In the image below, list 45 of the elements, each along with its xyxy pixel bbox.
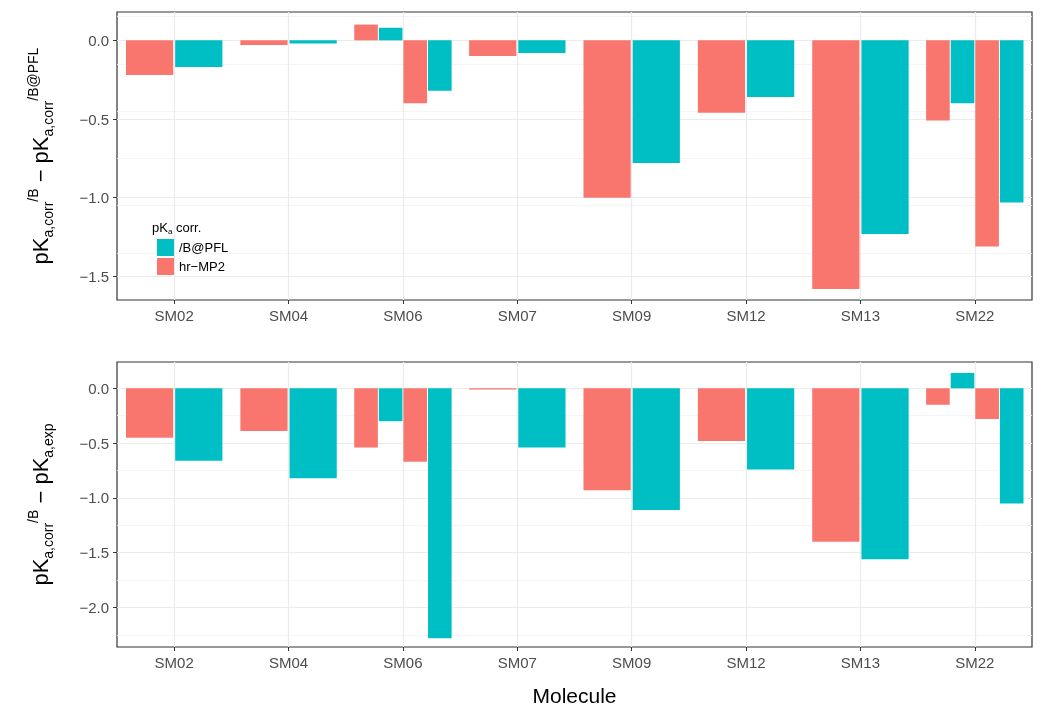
x-tick-label: SM06 [383,307,423,324]
x-tick-label: SM04 [268,654,309,671]
x-tick-label: SM12 [726,307,766,324]
x-tick-label: SM07 [497,307,537,324]
y-tick-label: −0.5 [79,434,109,452]
bar [289,40,337,44]
bar [175,40,223,68]
x-tick-label: SM09 [612,654,652,671]
bar [861,40,909,234]
x-tick-label: SM02 [154,307,194,324]
x-tick-label: SM09 [612,307,652,324]
bar [583,40,631,198]
bar [403,40,428,104]
y-tick-label: 0.0 [88,379,109,397]
y-tick-label: −1.5 [79,544,109,562]
bar [812,40,860,289]
bar [428,40,452,91]
bar [747,40,795,97]
x-tick-label: SM04 [268,307,309,324]
x-tick-label: SM13 [840,307,881,324]
x-axis-title: Molecule [532,684,617,707]
bar [125,40,174,75]
x-tick-label: SM13 [840,654,881,671]
y-tick-label: −2.0 [79,599,109,617]
x-tick-label: SM22 [955,654,995,671]
y-axis-title: pKa,corr/B − pKa,corr/B@PFL [25,47,56,265]
y-tick-label: 0.0 [88,31,109,49]
bar [999,40,1024,203]
x-tick-label: SM12 [726,654,766,671]
y-tick-label: −1.0 [79,489,109,507]
bar [518,40,566,53]
bar [469,40,517,57]
legend-label: /B@PFL [179,240,229,255]
x-tick-label: SM02 [154,654,194,671]
y-tick-label: −0.5 [79,110,109,128]
x-tick-label: SM07 [497,654,537,671]
bar [975,40,999,247]
bar [632,40,680,164]
bar [240,40,288,46]
x-tick-label: SM22 [955,307,995,324]
bar [697,40,746,113]
legend-label: hr−MP2 [179,259,225,274]
y-tick-label: −1.5 [79,267,109,285]
y-tick-label: −1.0 [79,189,109,207]
x-tick-label: SM06 [383,654,423,671]
